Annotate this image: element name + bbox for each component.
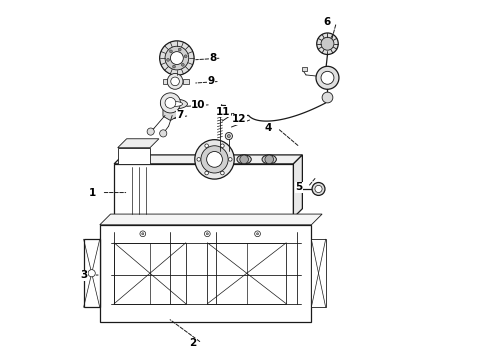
Circle shape xyxy=(181,63,184,66)
Text: 9: 9 xyxy=(207,76,215,86)
Ellipse shape xyxy=(166,102,183,107)
Polygon shape xyxy=(163,78,167,84)
Circle shape xyxy=(160,41,194,75)
Circle shape xyxy=(240,155,248,164)
Circle shape xyxy=(167,58,170,61)
Circle shape xyxy=(220,144,224,148)
Circle shape xyxy=(207,152,222,167)
Circle shape xyxy=(195,140,234,179)
Circle shape xyxy=(178,48,181,51)
Polygon shape xyxy=(207,243,286,304)
Circle shape xyxy=(228,158,232,161)
Circle shape xyxy=(167,73,183,89)
Text: 8: 8 xyxy=(209,53,216,63)
Circle shape xyxy=(172,65,175,68)
Circle shape xyxy=(265,155,273,164)
Circle shape xyxy=(220,171,224,175)
Polygon shape xyxy=(118,139,159,148)
Circle shape xyxy=(160,93,180,113)
Circle shape xyxy=(171,51,183,64)
Text: 4: 4 xyxy=(265,123,272,133)
Ellipse shape xyxy=(237,155,251,164)
Text: 5: 5 xyxy=(295,182,302,192)
Circle shape xyxy=(255,231,260,237)
Circle shape xyxy=(184,55,187,58)
Circle shape xyxy=(197,158,200,161)
Polygon shape xyxy=(311,239,326,307)
Polygon shape xyxy=(114,155,302,164)
Ellipse shape xyxy=(161,99,188,109)
Circle shape xyxy=(201,146,228,173)
Polygon shape xyxy=(114,164,294,218)
Circle shape xyxy=(147,128,154,135)
Circle shape xyxy=(315,185,322,193)
Polygon shape xyxy=(100,225,311,321)
Polygon shape xyxy=(118,148,150,164)
Ellipse shape xyxy=(262,155,276,164)
Text: 7: 7 xyxy=(177,111,184,121)
Polygon shape xyxy=(163,103,178,121)
Circle shape xyxy=(170,50,172,53)
Circle shape xyxy=(165,46,189,70)
Text: 2: 2 xyxy=(189,338,196,348)
Circle shape xyxy=(142,233,144,235)
Circle shape xyxy=(321,37,334,50)
Text: 10: 10 xyxy=(191,100,205,110)
Circle shape xyxy=(160,130,167,137)
Circle shape xyxy=(165,98,176,108)
Text: 6: 6 xyxy=(324,17,331,27)
Polygon shape xyxy=(114,243,186,304)
Polygon shape xyxy=(183,78,189,84)
Circle shape xyxy=(205,144,208,148)
Circle shape xyxy=(88,270,95,277)
Circle shape xyxy=(225,132,232,140)
Text: 11: 11 xyxy=(216,107,231,117)
Circle shape xyxy=(312,183,325,195)
Polygon shape xyxy=(294,155,302,218)
Text: 3: 3 xyxy=(81,270,88,280)
Circle shape xyxy=(140,231,146,237)
Circle shape xyxy=(205,171,208,175)
Text: 1: 1 xyxy=(89,188,96,198)
Circle shape xyxy=(321,71,334,84)
Circle shape xyxy=(227,135,230,138)
Polygon shape xyxy=(100,214,322,225)
Text: 12: 12 xyxy=(232,114,247,124)
Circle shape xyxy=(256,233,259,235)
Circle shape xyxy=(322,92,333,103)
Circle shape xyxy=(171,77,179,86)
Polygon shape xyxy=(84,239,100,307)
Circle shape xyxy=(204,231,210,237)
Polygon shape xyxy=(302,67,307,71)
Circle shape xyxy=(206,233,208,235)
Circle shape xyxy=(316,66,339,89)
Circle shape xyxy=(317,33,338,54)
